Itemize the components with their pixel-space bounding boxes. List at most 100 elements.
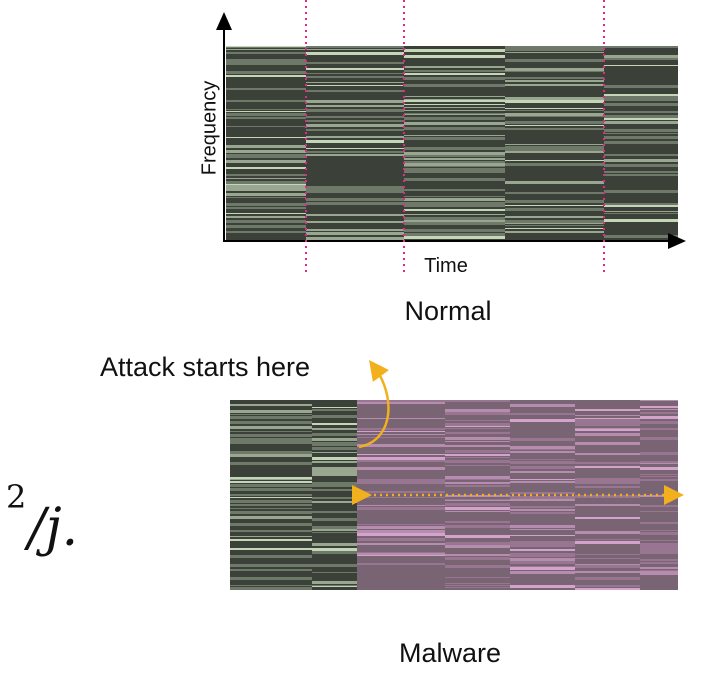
stripe: [226, 220, 306, 221]
stripe: [306, 73, 404, 74]
stripe: [226, 184, 306, 185]
stripe: [306, 186, 404, 189]
stripe: [505, 116, 604, 117]
stripe: [226, 178, 306, 179]
stripe: [306, 47, 404, 48]
stripe: [604, 55, 678, 58]
stripe: [505, 220, 604, 223]
stripe: [230, 479, 312, 480]
stripe: [306, 120, 404, 122]
stripe: [604, 205, 678, 207]
stripe: [404, 55, 505, 58]
stripe: [604, 154, 678, 156]
stripe: [312, 452, 357, 453]
stripe: [306, 85, 404, 86]
stripe: [230, 564, 312, 567]
stripe: [604, 203, 678, 204]
stripe: [306, 129, 404, 131]
stripe: [312, 564, 357, 567]
y-axis-label: Frequency: [198, 81, 220, 176]
stripe: [230, 481, 312, 483]
stripe: [505, 68, 604, 71]
stripe: [404, 233, 505, 236]
stripe: [230, 524, 312, 526]
stripe: [226, 109, 306, 110]
stripe: [226, 181, 306, 184]
stripe: [505, 80, 604, 82]
stripe: [226, 213, 306, 214]
stripe: [604, 129, 678, 130]
stripe: [505, 121, 604, 124]
stripe: [306, 198, 404, 201]
stripe: [226, 197, 306, 198]
stripe: [312, 467, 357, 470]
stripe: [230, 497, 312, 498]
stripe: [230, 516, 312, 519]
stripe: [226, 221, 306, 223]
stripe: [226, 71, 306, 74]
stripe: [505, 125, 604, 126]
stripe: [226, 88, 306, 90]
stripe: [226, 46, 306, 47]
stripe: [404, 100, 505, 102]
stripe: [306, 237, 404, 240]
stripe: [230, 523, 312, 524]
stripe: [306, 190, 404, 193]
stripe: [404, 196, 505, 197]
stripe: [404, 209, 505, 211]
stripe: [505, 52, 604, 53]
stripe: [230, 416, 312, 419]
stripe: [306, 232, 404, 235]
stripe: [230, 548, 312, 550]
stripe: [604, 235, 678, 238]
stripe: [306, 49, 404, 50]
stripe: [312, 501, 357, 503]
stripe: [312, 518, 357, 521]
stripe: [306, 68, 404, 70]
stripe: [604, 46, 678, 48]
stripe: [604, 65, 678, 66]
stripe: [604, 115, 678, 118]
stripe: [230, 484, 312, 487]
stripe: [604, 94, 678, 96]
stripe: [230, 410, 312, 413]
stripe: [226, 111, 306, 112]
stripe: [604, 190, 678, 193]
stripe: [505, 77, 604, 79]
stripe: [226, 137, 306, 138]
stripe: [404, 152, 505, 155]
stripe: [306, 151, 404, 153]
annotation: Attack starts here: [100, 352, 310, 382]
stripe: [230, 530, 312, 532]
stripe: [404, 220, 505, 222]
stripe: [230, 508, 312, 509]
stripe: [226, 155, 306, 158]
stripe: [312, 526, 357, 529]
stripe: [404, 202, 505, 205]
stripe: [404, 147, 505, 150]
figure: Frequency Time Normal Attack starts here…: [0, 0, 712, 675]
stripe: [604, 164, 678, 167]
stripe: [312, 529, 357, 531]
stripe: [226, 160, 306, 161]
stripe: [505, 144, 604, 145]
stripe: [226, 167, 306, 169]
stripe: [312, 532, 357, 533]
stripe: [604, 103, 678, 106]
stripe: [404, 107, 505, 108]
stripe: [226, 207, 306, 209]
stripe: [312, 543, 357, 546]
stripe: [312, 443, 357, 446]
stripe: [604, 136, 678, 139]
stripe: [404, 122, 505, 125]
stripe: [604, 111, 678, 113]
stripe: [604, 219, 678, 222]
stripe: [230, 451, 312, 454]
stripe: [226, 145, 306, 148]
stripe: [230, 587, 312, 590]
stripe: [404, 70, 505, 72]
stripe: [306, 82, 404, 83]
stripe: [404, 178, 505, 181]
stripe: [306, 46, 404, 47]
caption: Malware: [399, 638, 501, 668]
